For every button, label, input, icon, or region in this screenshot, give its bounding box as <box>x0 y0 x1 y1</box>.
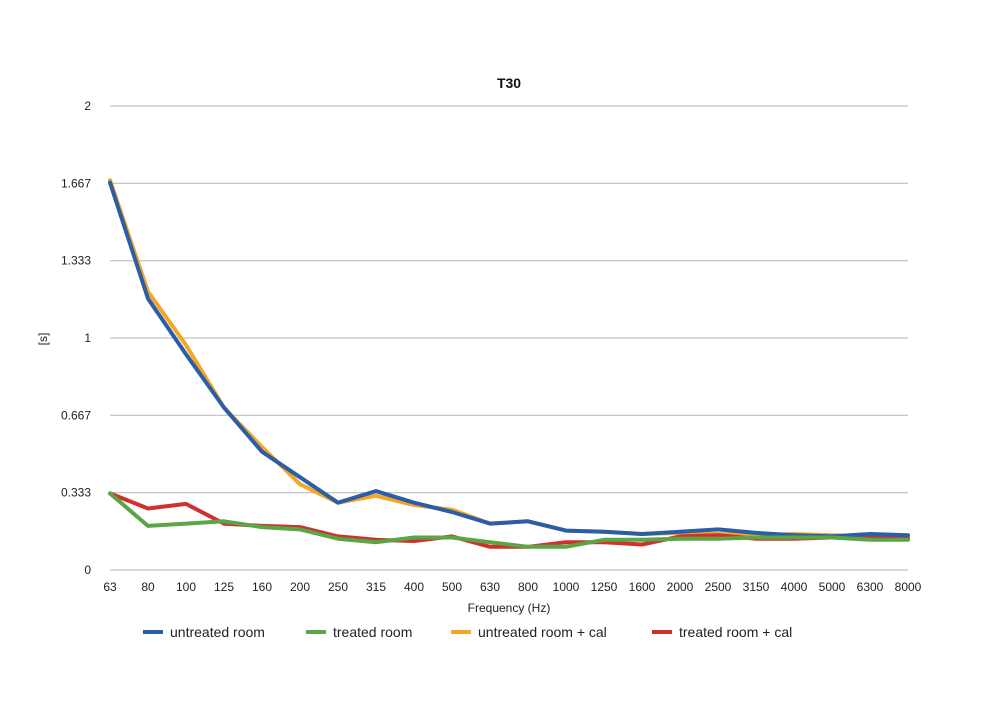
x-tick-label: 80 <box>141 580 155 594</box>
grid <box>110 105 908 571</box>
legend-label: untreated room + cal <box>478 624 607 640</box>
x-tick-label: 160 <box>252 580 272 594</box>
x-tick-label: 1600 <box>629 580 656 594</box>
chart-title: T30 <box>497 75 521 91</box>
y-tick-label: 1.333 <box>61 254 91 268</box>
series-line-untreated-room <box>108 180 910 539</box>
x-tick-label: 250 <box>328 580 348 594</box>
legend-label: treated room <box>333 624 412 640</box>
y-tick-label: 0 <box>84 563 91 577</box>
x-tick-label: 100 <box>176 580 196 594</box>
x-axis-label: Frequency (Hz) <box>468 601 551 615</box>
y-tick-label: 1.667 <box>61 176 91 190</box>
x-tick-label: 315 <box>366 580 386 594</box>
x-tick-label: 3150 <box>743 580 770 594</box>
x-tick-label: 1000 <box>553 580 580 594</box>
y-axis-label: [s] <box>36 333 50 346</box>
legend: untreated room treated room untreated room… <box>143 624 792 640</box>
y-tick-label: 1 <box>84 331 91 345</box>
x-tick-label: 500 <box>442 580 462 594</box>
legend-label: treated room + cal <box>679 624 792 640</box>
x-tick-label: 200 <box>290 580 310 594</box>
x-tick-label: 2500 <box>705 580 732 594</box>
x-tick-label: 125 <box>214 580 234 594</box>
y-tick-label: 0.333 <box>61 486 91 500</box>
x-tick-label: 4000 <box>781 580 808 594</box>
x-tick-label: 8000 <box>895 580 922 594</box>
x-tick-label: 800 <box>518 580 538 594</box>
x-tick-label: 63 <box>103 580 117 594</box>
y-tick-label: 0.667 <box>61 408 91 422</box>
y-tick-label: 2 <box>84 99 91 113</box>
series-line-untreated-room-cal <box>108 178 910 540</box>
y-axis: 0 0.333 0.667 1 1.333 1.667 2 <box>61 99 91 577</box>
x-tick-label: 630 <box>480 580 500 594</box>
x-axis: 63 80 100 125 160 200 250 315 400 500 630 800 1000 12… <box>103 580 921 594</box>
x-tick-label: 1250 <box>591 580 618 594</box>
x-tick-label: 5000 <box>819 580 846 594</box>
x-tick-label: 2000 <box>667 580 694 594</box>
x-tick-label: 6300 <box>857 580 884 594</box>
legend-label: untreated room <box>170 624 265 640</box>
x-tick-label: 400 <box>404 580 424 594</box>
series-line-treated-room <box>108 491 910 549</box>
series-lines <box>108 178 910 549</box>
